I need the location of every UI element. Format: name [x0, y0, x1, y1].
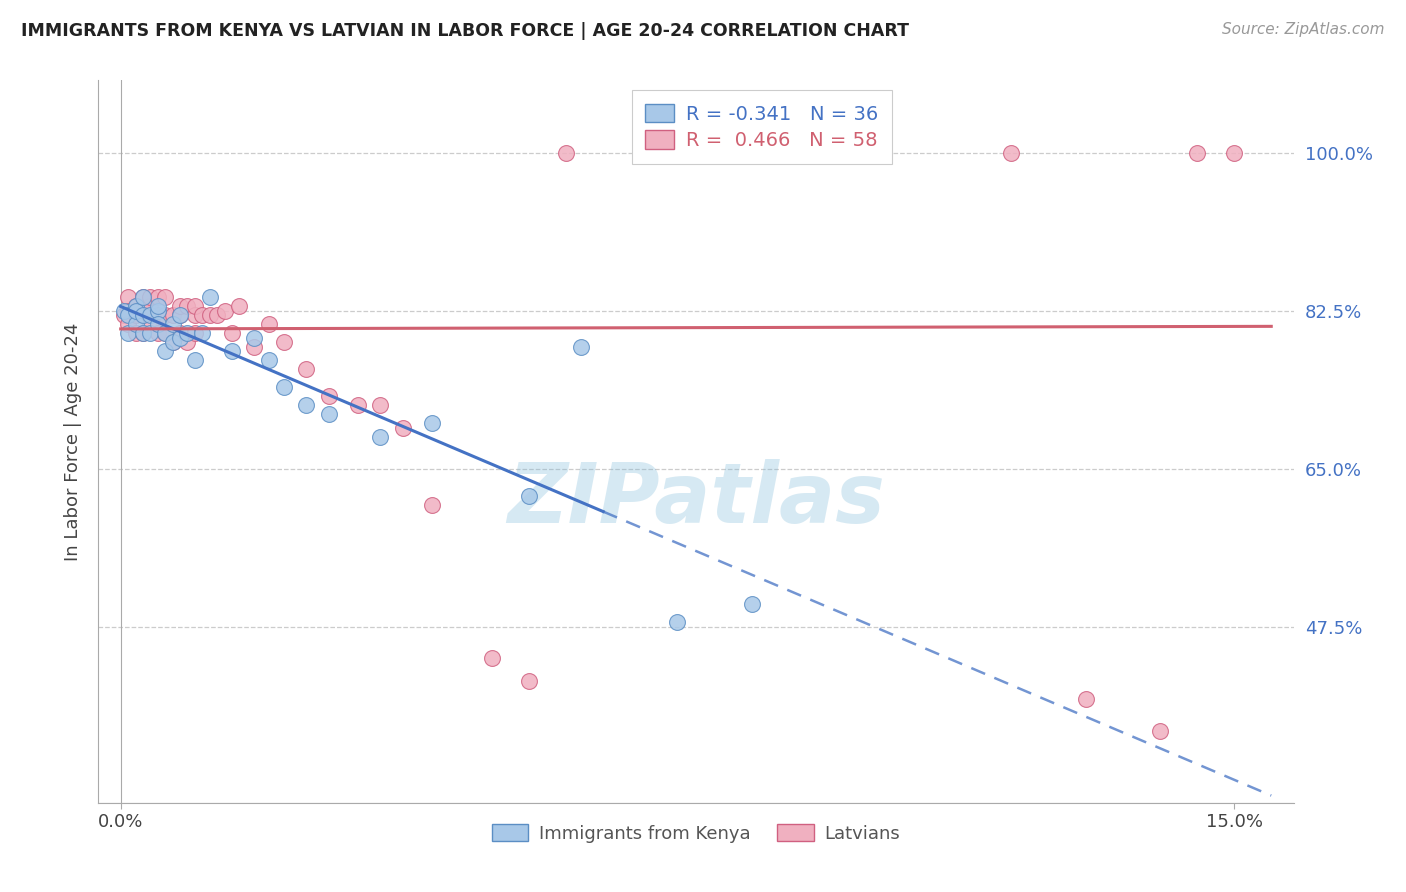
Point — [257, 353, 280, 368]
Point — [155, 326, 177, 341]
Point — [1000, 145, 1022, 160]
Point — [243, 331, 266, 345]
Point — [117, 290, 139, 304]
Point — [422, 498, 444, 512]
Point — [132, 290, 155, 304]
Point — [1074, 692, 1097, 706]
Point — [191, 308, 214, 322]
Point — [184, 326, 207, 341]
Point — [628, 145, 651, 160]
Point — [741, 597, 763, 611]
Point — [295, 362, 318, 376]
Point — [347, 398, 370, 412]
Point — [198, 308, 221, 322]
Point — [139, 308, 162, 322]
Point — [814, 145, 837, 160]
Point — [117, 303, 139, 318]
Point — [666, 615, 689, 630]
Point — [132, 326, 155, 341]
Y-axis label: In Labor Force | Age 20-24: In Labor Force | Age 20-24 — [63, 322, 82, 561]
Text: Source: ZipAtlas.com: Source: ZipAtlas.com — [1222, 22, 1385, 37]
Point — [1149, 723, 1171, 738]
Point — [162, 335, 184, 350]
Point — [176, 299, 198, 313]
Point — [176, 335, 198, 350]
Point — [132, 303, 155, 318]
Point — [132, 308, 155, 322]
Point — [176, 326, 198, 341]
Point — [162, 335, 184, 350]
Point — [221, 344, 243, 359]
Point — [132, 308, 155, 322]
Point — [1185, 145, 1208, 160]
Point — [162, 308, 184, 322]
Point — [370, 398, 392, 412]
Point — [1223, 145, 1246, 160]
Point — [228, 299, 250, 313]
Point — [146, 308, 169, 322]
Point — [139, 317, 162, 331]
Point — [155, 308, 177, 322]
Point — [124, 326, 146, 341]
Point — [481, 651, 503, 665]
Point — [155, 290, 177, 304]
Point — [132, 326, 155, 341]
Point — [169, 308, 191, 322]
Point — [169, 331, 191, 345]
Point — [184, 308, 207, 322]
Point — [124, 299, 146, 313]
Point — [124, 317, 146, 331]
Point — [162, 317, 184, 331]
Point — [517, 673, 540, 688]
Point — [318, 389, 340, 403]
Point — [155, 344, 177, 359]
Point — [214, 303, 236, 318]
Point — [169, 299, 191, 313]
Point — [139, 299, 162, 313]
Point — [273, 335, 295, 350]
Point — [243, 340, 266, 354]
Point — [191, 326, 214, 341]
Text: ZIPatlas: ZIPatlas — [508, 458, 884, 540]
Point — [117, 326, 139, 341]
Point — [117, 308, 139, 322]
Point — [198, 290, 221, 304]
Point — [112, 303, 135, 318]
Point — [666, 145, 689, 160]
Point — [391, 421, 413, 435]
Point — [124, 299, 146, 313]
Point — [146, 299, 169, 313]
Point — [184, 299, 207, 313]
Point — [146, 303, 169, 318]
Point — [273, 380, 295, 394]
Point — [132, 290, 155, 304]
Point — [422, 417, 444, 431]
Point — [555, 145, 578, 160]
Point — [517, 489, 540, 503]
Point — [146, 317, 169, 331]
Point — [221, 326, 243, 341]
Text: IMMIGRANTS FROM KENYA VS LATVIAN IN LABOR FORCE | AGE 20-24 CORRELATION CHART: IMMIGRANTS FROM KENYA VS LATVIAN IN LABO… — [21, 22, 910, 40]
Point — [778, 145, 800, 160]
Point — [146, 326, 169, 341]
Point — [852, 145, 875, 160]
Point — [184, 353, 207, 368]
Point — [169, 308, 191, 322]
Point — [139, 290, 162, 304]
Point — [205, 308, 228, 322]
Point — [139, 326, 162, 341]
Point — [370, 430, 392, 444]
Point — [155, 326, 177, 341]
Point — [117, 317, 139, 331]
Point — [124, 303, 146, 318]
Point — [146, 290, 169, 304]
Point — [318, 408, 340, 422]
Point — [169, 326, 191, 341]
Legend: Immigrants from Kenya, Latvians: Immigrants from Kenya, Latvians — [482, 814, 910, 852]
Point — [295, 398, 318, 412]
Point — [257, 317, 280, 331]
Point — [112, 308, 135, 322]
Point — [569, 340, 592, 354]
Point — [124, 308, 146, 322]
